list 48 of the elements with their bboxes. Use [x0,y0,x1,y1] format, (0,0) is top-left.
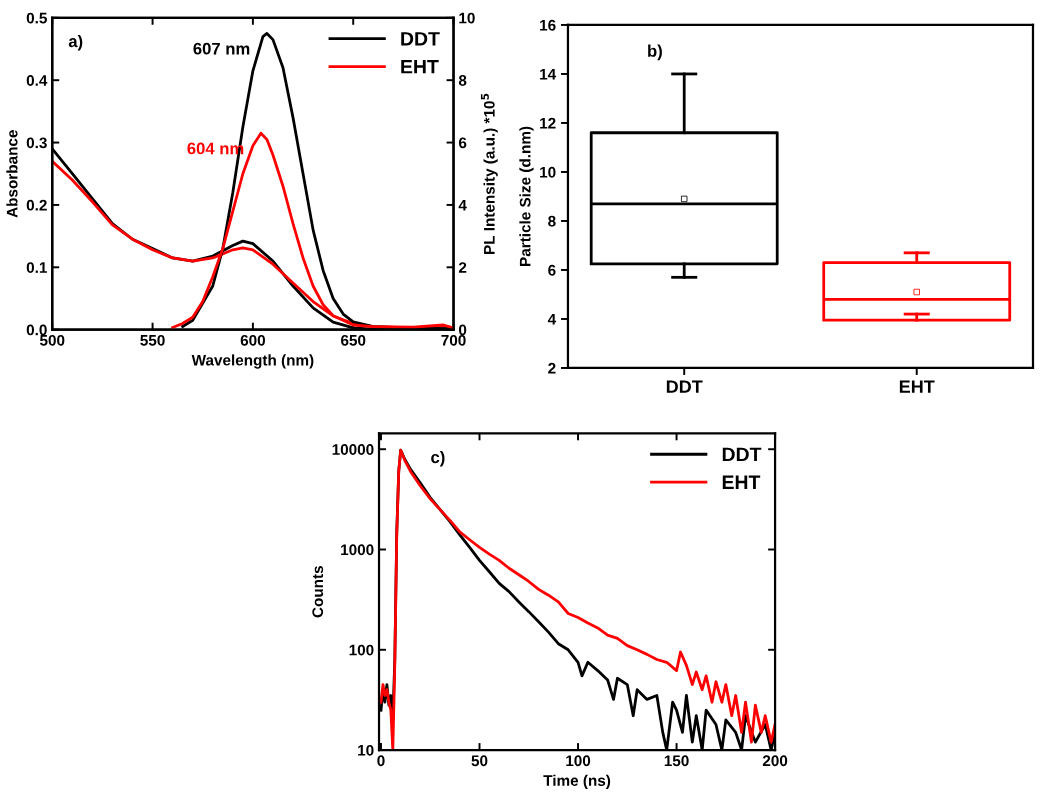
x-tick-label: 50 [471,755,488,767]
y2-tick-label: 10 [459,12,475,24]
x-axis-title: Time (ns) [543,774,611,789]
y-tick-label: 0.1 [26,262,47,273]
legend-label: DDT [401,32,440,46]
legend-label: DDT [722,447,762,462]
y-axis-title: Particle Size (d.nm) [519,126,534,266]
x-tick-label: 700 [441,334,466,346]
x-tick-label: 100 [566,755,591,767]
y-tick-label: 16 [540,19,556,31]
y-tick-label: 2 [548,362,556,374]
x-tick-label: 0 [377,755,385,767]
y-tick-label: 1000 [341,544,374,556]
legend-label: EHT [401,59,439,74]
y-tick-label: 100 [349,644,374,656]
text: c) [431,450,445,467]
y2-tick-label: 6 [458,137,467,149]
annotation: 607 nm [193,42,250,55]
text: a) [68,35,83,51]
text: b) [648,44,662,61]
y2-tick-label: 0 [459,324,467,336]
y-tick-label: 10 [358,744,374,756]
y-tick-label: 12 [540,117,556,129]
y-axis-title: Counts [312,566,324,618]
y2-tick-label: 4 [458,199,467,211]
y2-tick-label: 8 [458,75,467,86]
legend-label: EHT [722,475,761,489]
y2-axis-title: PL Intensity (a.u.) *10$^{5}$ [480,93,498,254]
y2-tick-label: 2 [458,262,467,273]
y-tick-label: 4 [547,314,557,325]
y-tick-label: 0.3 [26,137,47,149]
y-tick-label: 14 [540,68,557,80]
y-tick-label: 10 [540,166,556,178]
x-tick-label: 500 [39,334,65,346]
y-tick-label: 8 [548,215,556,227]
y-tick-label: 0.2 [26,199,47,211]
x-tick-label: 550 [140,334,165,346]
x-tick-label: 600 [240,334,266,346]
y-tick-label: 10000 [332,444,374,455]
y-tick-label: 6 [548,264,556,276]
y-tick-label: 0.0 [26,324,47,336]
y-axis-title: Absorbance [6,130,18,218]
y-tick-label: 0.5 [26,12,47,24]
y-tick-label: 0.4 [26,75,48,86]
x-axis-title: Wavelength (nm) [191,354,314,369]
x-tick-label: 650 [341,334,366,346]
x-tick-label: 200 [762,755,788,767]
x-tick-label: 150 [664,755,689,767]
